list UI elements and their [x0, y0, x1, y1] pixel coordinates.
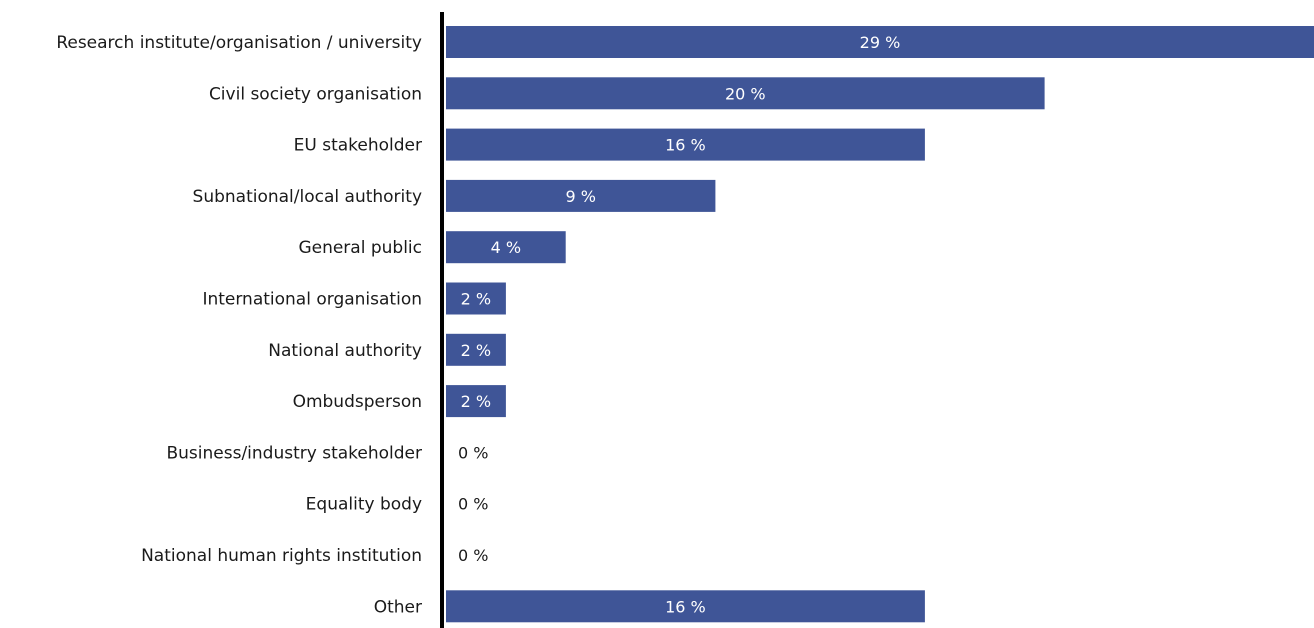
category-labels-group: Research institute/organisation / univer… — [56, 33, 422, 617]
category-label: Ombudsperson — [293, 392, 422, 412]
data-label: 29 % — [860, 33, 901, 52]
category-label: EU stakeholder — [294, 136, 422, 156]
bar — [446, 179, 716, 212]
category-label: National human rights institution — [141, 546, 422, 566]
category-label: Other — [374, 597, 422, 617]
bar — [446, 128, 925, 161]
data-label: 4 % — [491, 238, 521, 257]
bar — [446, 282, 506, 315]
data-label: 16 % — [665, 597, 706, 616]
category-label: National authority — [268, 341, 422, 361]
category-label: Equality body — [306, 495, 422, 515]
data-label: 0 % — [458, 495, 488, 514]
data-label: 0 % — [458, 443, 488, 462]
bar — [446, 231, 566, 264]
category-label: General public — [298, 238, 422, 258]
bar — [446, 77, 1045, 110]
category-label: Civil society organisation — [209, 84, 422, 104]
data-label: 2 % — [461, 392, 491, 411]
category-label: International organisation — [202, 290, 422, 310]
data-label: 9 % — [565, 187, 595, 206]
data-label: 0 % — [458, 546, 488, 565]
data-label: 20 % — [725, 84, 766, 103]
bar — [446, 26, 1314, 58]
category-label: Business/industry stakeholder — [166, 443, 422, 463]
data-label: 2 % — [461, 341, 491, 360]
bar — [446, 590, 925, 623]
bar — [446, 333, 506, 366]
bars-group — [446, 26, 1314, 623]
category-label: Subnational/local authority — [193, 187, 422, 207]
category-label: Research institute/organisation / univer… — [56, 33, 422, 53]
bar — [446, 385, 506, 418]
data-label: 2 % — [461, 290, 491, 309]
data-label: 16 % — [665, 136, 706, 155]
value-labels-group: 29 % 20 % 16 % 9 % 4 % 2 % 2 % 2 % 0 % 0 % 0 % 16 % — [458, 33, 900, 616]
